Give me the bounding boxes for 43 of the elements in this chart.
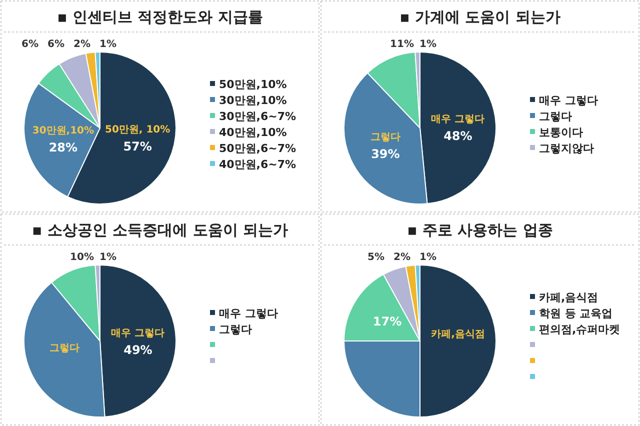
data-label: 48% — [444, 129, 472, 144]
legend-label: 40만원,6~7% — [219, 158, 296, 171]
data-label: 2% — [394, 252, 410, 263]
data-label: 10% — [70, 252, 94, 263]
legend-label: 30만원,6~7% — [219, 110, 296, 123]
chart-title: ▪ 인센티브 적정한도와 지급률 — [57, 8, 263, 26]
data-label: 57% — [123, 139, 152, 154]
legend-label: 50만원,6~7% — [219, 142, 296, 155]
slice-label: 그렇다 — [370, 132, 400, 143]
data-label: 28% — [48, 140, 78, 154]
data-label: 1% — [420, 39, 436, 50]
chart-title: ▪ 주로 사용하는 업종 — [407, 221, 553, 239]
legend-label: 매우 그렇다 — [539, 94, 598, 107]
legend-label: 50만원,10% — [219, 78, 287, 91]
chart-title: ▪ 소상공인 소득증대에 도움이 되는가 — [32, 221, 288, 239]
text: 50만원, 10% — [105, 124, 170, 136]
data-label: 1% — [100, 39, 116, 50]
data-label: 49% — [124, 342, 152, 357]
data-label: 1% — [100, 252, 116, 263]
chart-title: ▪ 가계에 도움이 되는가 — [400, 8, 560, 26]
legend-label: 매우 그렇다 — [219, 307, 278, 320]
data-label: 2% — [74, 39, 90, 50]
legend-label: 편의점,슈퍼마켓 — [539, 323, 620, 336]
slice-label: 매우 그렇다 — [431, 114, 485, 126]
legend-label: 40만원,10% — [219, 126, 287, 139]
slice-label: 카페,음식점 — [431, 329, 485, 340]
legend-label: 그렇지않다 — [539, 142, 594, 155]
data-label: 1% — [420, 252, 436, 263]
legend-label: 그렇다 — [219, 323, 252, 336]
legend-label: 30만원,10% — [219, 94, 287, 107]
slice-label: 매우 그렇다 — [111, 328, 165, 339]
data-label: 39% — [371, 146, 400, 161]
legend-label: 그렇다 — [539, 110, 572, 123]
data-label: 17% — [372, 314, 402, 329]
slice-label: 그렇다 — [50, 342, 80, 354]
data-label: 6% — [22, 39, 38, 50]
data-label: 11% — [390, 39, 414, 50]
data-label: 6% — [48, 39, 64, 50]
data-label: 5% — [368, 252, 384, 263]
legend-label: 학원 등 교육업 — [539, 307, 613, 320]
legend-label: 카페,음식점 — [539, 291, 598, 304]
slice-label: 30만원,10% — [32, 125, 94, 136]
legend-label: 보통이다 — [539, 126, 583, 139]
